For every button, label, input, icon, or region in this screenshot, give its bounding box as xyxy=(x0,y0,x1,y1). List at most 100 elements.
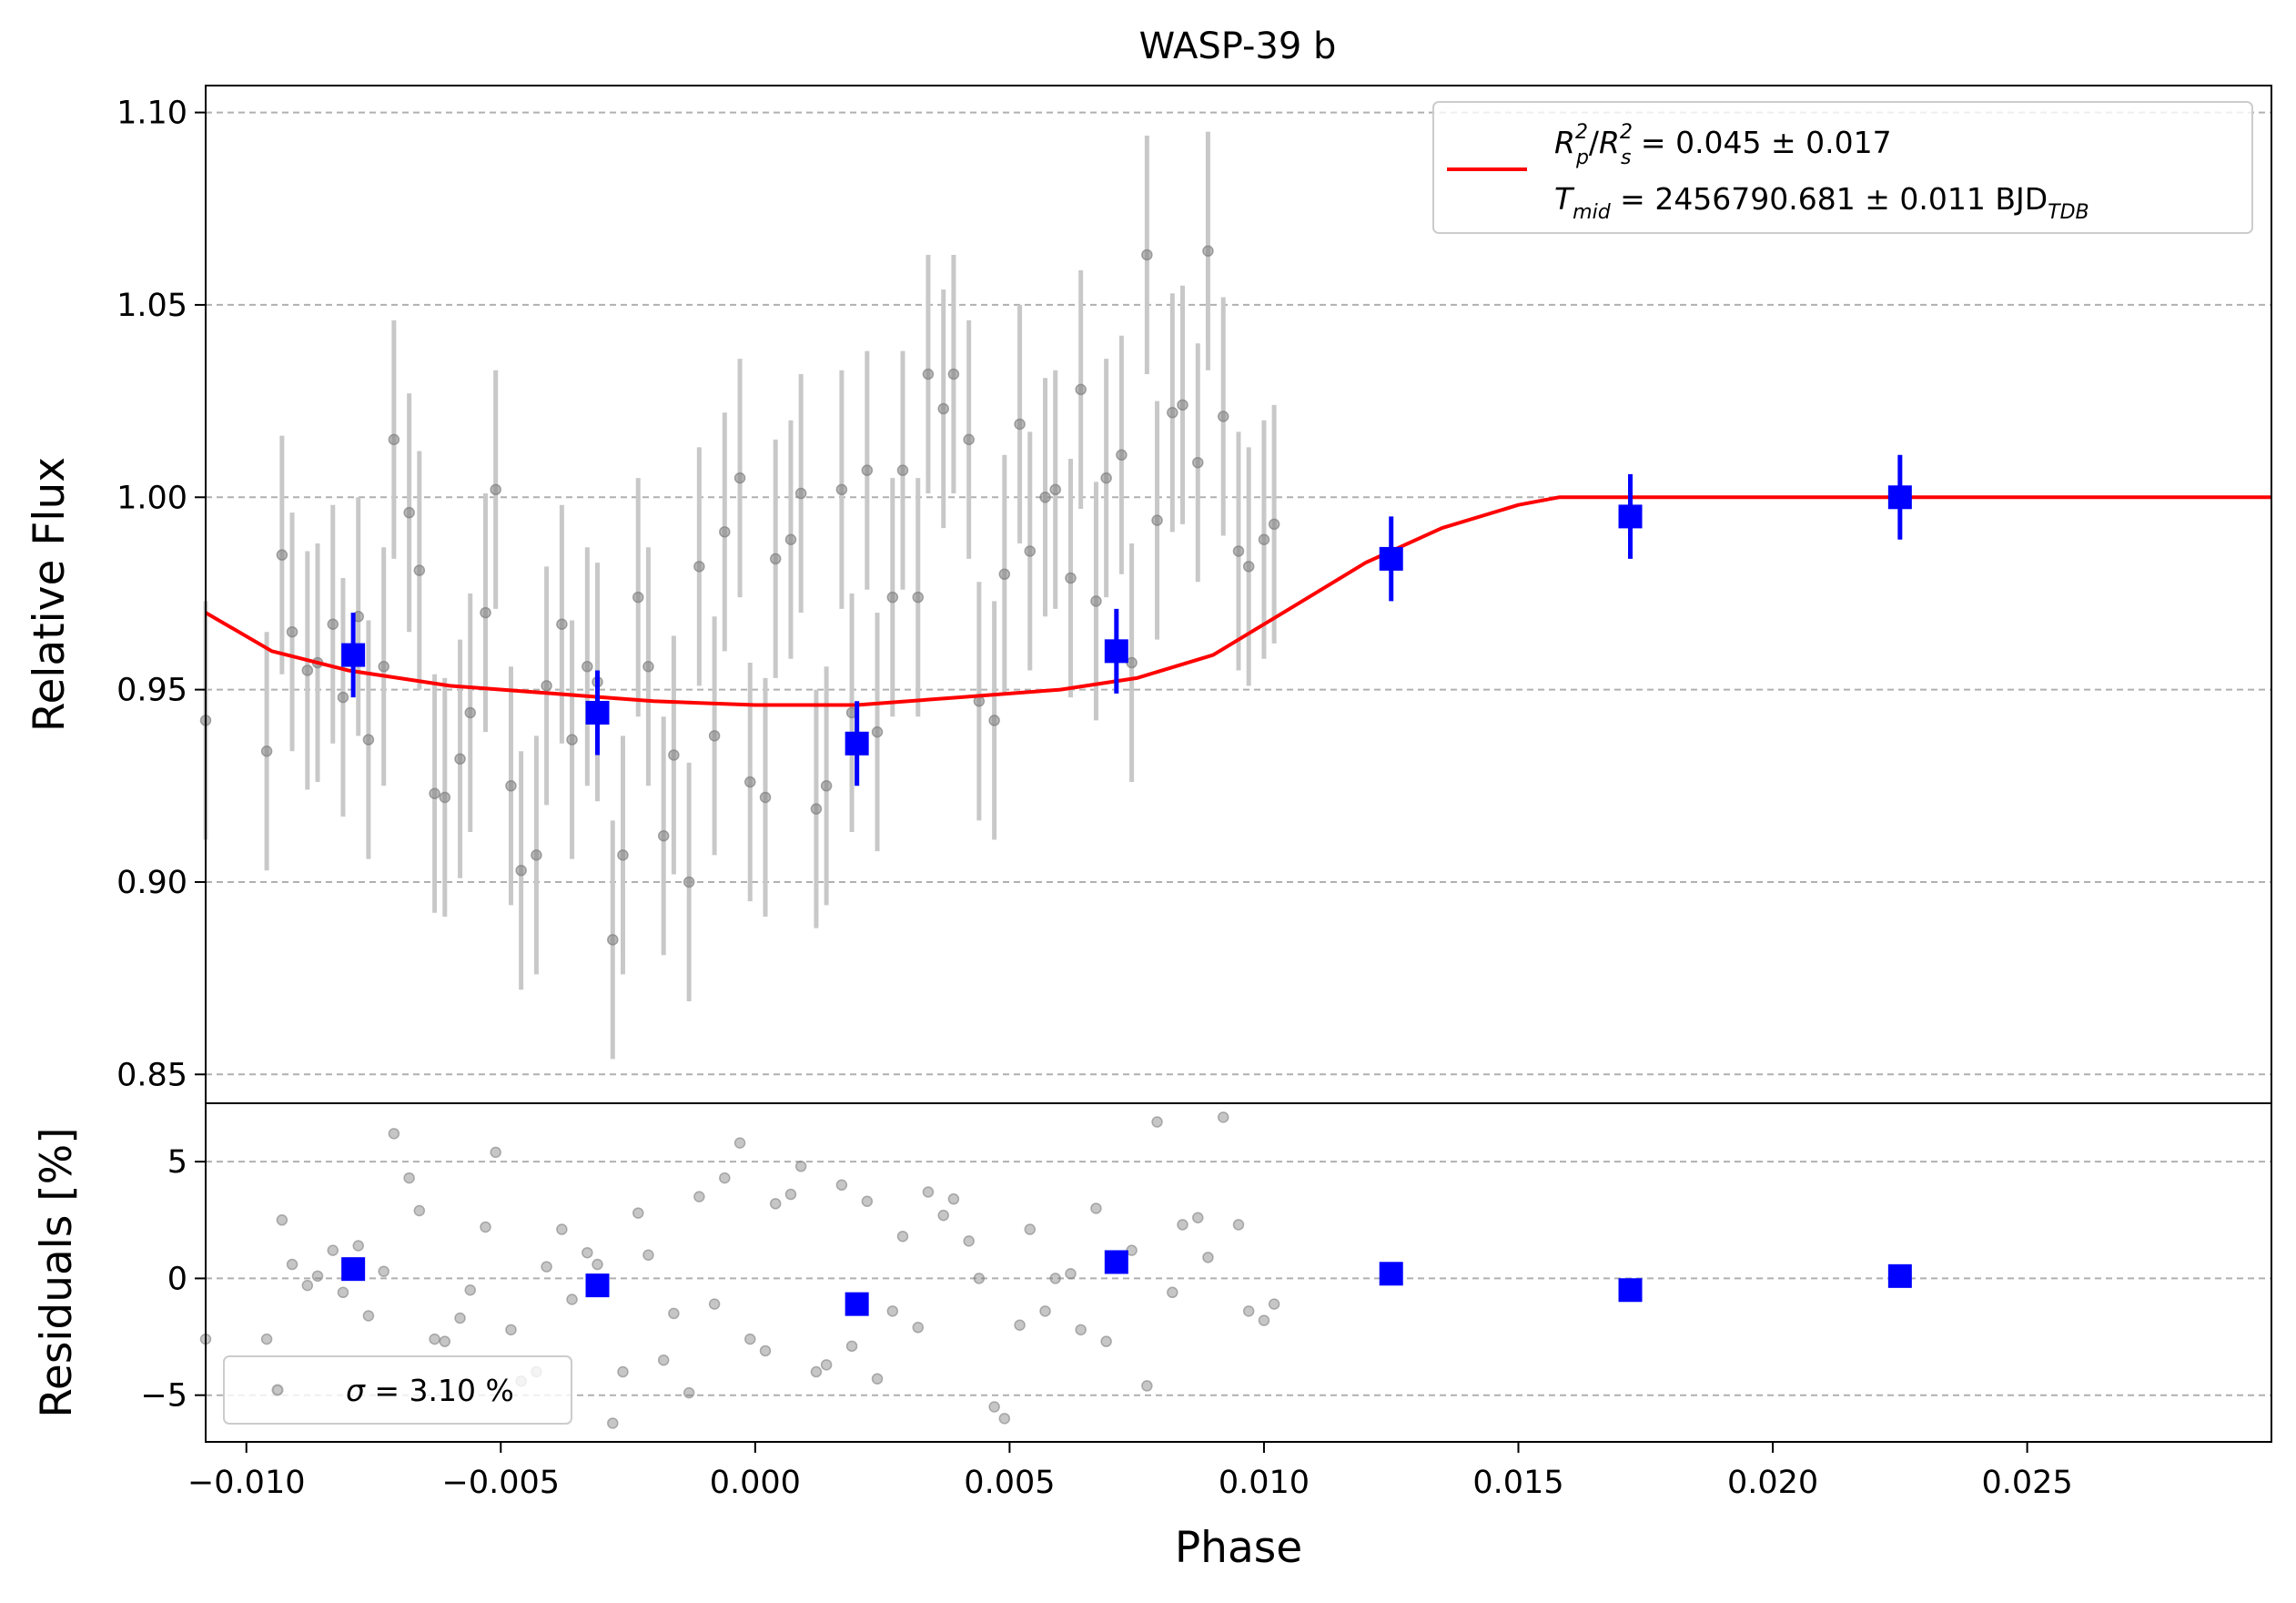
flux-raw-point xyxy=(413,564,426,576)
legend-depth-sub1: p xyxy=(1575,147,1589,169)
legend-tmid-value: = 2456790.681 ± 0.011 BJD xyxy=(1611,181,2048,217)
flux-raw-point xyxy=(759,791,772,804)
flux-raw-point xyxy=(1167,407,1178,419)
residuals-raw-point xyxy=(988,1401,1000,1413)
flux-raw-point xyxy=(810,803,823,815)
flux-y-axis-title: Relative Flux xyxy=(25,457,75,732)
residuals-raw-point xyxy=(1141,1380,1153,1392)
chart-title: WASP-39 b xyxy=(1139,25,1337,67)
residuals-raw-point xyxy=(963,1235,975,1247)
residuals-y-tick-label: −5 xyxy=(140,1378,187,1415)
flux-raw-point xyxy=(301,665,314,676)
residuals-raw-point xyxy=(937,1209,949,1222)
residuals-raw-point xyxy=(378,1265,389,1277)
legend-tmid-sub: mid xyxy=(1573,201,1612,224)
residuals-raw-point xyxy=(337,1286,349,1299)
residuals-raw-point xyxy=(668,1307,680,1320)
flux-model-curve xyxy=(204,495,2271,707)
residuals-panel-frame xyxy=(205,1102,2272,1443)
residuals-raw-point xyxy=(556,1223,568,1235)
residuals-raw-point xyxy=(1242,1305,1255,1317)
residuals-raw-point xyxy=(480,1221,491,1233)
residuals-raw-point xyxy=(1192,1212,1204,1223)
flux-raw-point xyxy=(1014,418,1026,431)
residuals-raw-point xyxy=(439,1335,451,1347)
flux-binned-point xyxy=(1618,504,1643,529)
flux-raw-point xyxy=(794,487,807,500)
flux-raw-point xyxy=(1065,572,1077,584)
residuals-binned-point xyxy=(585,1273,610,1298)
flux-raw-point xyxy=(886,591,899,604)
residuals-raw-point xyxy=(1232,1219,1245,1231)
flux-y-tick-label: 0.85 xyxy=(116,1057,187,1093)
residuals-raw-point xyxy=(541,1261,552,1273)
legend-depth-label: R2 p/R2 s = 0.045 ± 0.017 xyxy=(1554,121,1892,169)
residuals-raw-point xyxy=(607,1417,619,1429)
residuals-raw-point xyxy=(403,1172,415,1184)
residuals-raw-point xyxy=(998,1413,1011,1425)
flux-raw-point xyxy=(719,526,731,538)
flux-raw-point xyxy=(541,680,552,692)
residuals-raw-point xyxy=(566,1294,578,1305)
residuals-raw-point xyxy=(1014,1319,1026,1331)
legend-depth-sym1: R xyxy=(1554,125,1575,160)
residuals-raw-point xyxy=(1075,1324,1087,1336)
residuals-raw-point xyxy=(1258,1314,1270,1326)
legend-depth-sym2: R xyxy=(1599,125,1620,160)
flux-raw-point xyxy=(988,715,1000,726)
residuals-raw-point xyxy=(1024,1223,1037,1235)
residuals-raw-point xyxy=(896,1230,909,1243)
legend-depth-sub2: s xyxy=(1621,147,1631,169)
flux-raw-point xyxy=(1268,518,1280,531)
flux-raw-point xyxy=(947,368,960,380)
residuals-raw-point xyxy=(1151,1116,1163,1128)
flux-raw-point xyxy=(733,472,746,484)
flux-raw-point xyxy=(861,464,874,476)
flux-raw-point xyxy=(429,787,440,799)
residuals-panel: −5 0 5 −0.010 −0.005 0.000 0.005 0.010 0.015 0.0… xyxy=(32,1102,2272,1573)
flux-raw-point xyxy=(378,661,389,673)
flux-y-tick-label: 1.10 xyxy=(116,96,187,132)
residuals-raw-point xyxy=(286,1258,298,1271)
residuals-raw-point xyxy=(1268,1298,1280,1310)
flux-raw-point xyxy=(1141,249,1153,261)
flux-legend: R2 p/R2 s = 0.045 ± 0.017 Tmid = 2456790.6… xyxy=(1432,101,2253,234)
flux-raw-point xyxy=(835,483,848,496)
legend-depth-sup2: 2 xyxy=(1620,121,1633,144)
flux-raw-point xyxy=(1192,456,1204,469)
flux-raw-point xyxy=(480,606,491,619)
residuals-raw-point xyxy=(582,1246,593,1259)
x-tick-label: 0.020 xyxy=(1727,1465,1818,1501)
flux-raw-point xyxy=(769,553,782,565)
flux-raw-point xyxy=(327,618,339,631)
flux-raw-point xyxy=(388,433,400,446)
x-tick-label: −0.010 xyxy=(187,1465,306,1501)
flux-raw-point xyxy=(1049,483,1061,496)
flux-raw-point xyxy=(632,591,644,604)
residuals-raw-point xyxy=(1039,1305,1051,1317)
residuals-y-tick-label: 5 xyxy=(167,1144,187,1181)
flux-panel: 0.850.900.951.001.051.10 R2 p/R2 s = 0.045… xyxy=(25,85,2272,1104)
residuals-legend-box xyxy=(223,1355,572,1425)
residuals-raw-point xyxy=(429,1333,440,1345)
flux-raw-points xyxy=(199,245,1280,946)
flux-raw-point xyxy=(871,725,884,738)
residuals-y-tick-label: 0 xyxy=(167,1261,187,1297)
flux-y-tick-label: 1.00 xyxy=(116,480,187,516)
flux-raw-point xyxy=(337,691,349,704)
residuals-raw-point xyxy=(759,1344,772,1357)
residuals-raw-point xyxy=(861,1195,874,1208)
residuals-legend-marker xyxy=(271,1384,284,1396)
flux-raw-point xyxy=(403,506,415,519)
residuals-raw-point xyxy=(744,1333,756,1345)
flux-raw-point xyxy=(582,661,593,673)
flux-raw-point xyxy=(286,625,298,638)
legend-depth-value: = 0.045 ± 0.017 xyxy=(1631,125,1891,160)
x-ticks: −0.010 −0.005 0.000 0.005 0.010 0.015 0.020 0.0… xyxy=(187,1442,2073,1501)
flux-raw-point xyxy=(1177,399,1188,411)
residuals-raw-point xyxy=(922,1186,935,1198)
flux-binned-point xyxy=(1887,485,1912,510)
residuals-raw-point xyxy=(1217,1111,1229,1123)
residuals-raw-point xyxy=(871,1373,884,1385)
residuals-raw-point xyxy=(693,1191,705,1202)
